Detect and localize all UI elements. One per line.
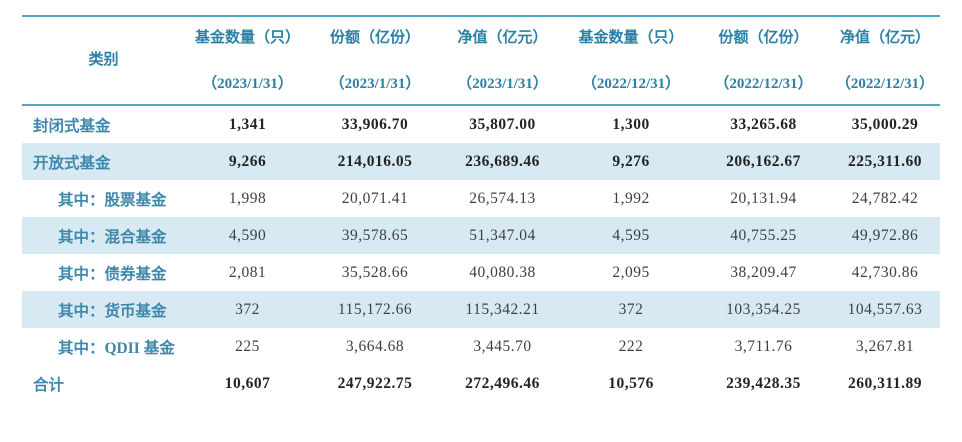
cell-value: 4,590 [228,226,267,244]
table-row: 其中：货币基金 372 115,172.66 115,342.21 372 103,354… [22,291,940,328]
cell-value: 10,607 [224,374,271,392]
table-row: 其中：股票基金 1,998 20,071.41 26,574.13 1,992 20,13… [22,180,940,217]
row-label: 其中：货币基金 [58,302,167,320]
cell-value: 222 [618,337,644,355]
cell-value: 372 [235,300,260,318]
cell-value: 1,341 [228,115,267,133]
cell-value: 26,574.13 [469,189,536,207]
table-row: 开放式基金 9,266 214,016.05 236,689.46 9,276 206,1… [22,143,940,180]
cell-value: 4,595 [612,226,650,244]
cell-value: 3,711.76 [734,337,793,355]
cell-value: 9,276 [612,152,650,170]
cell-value: 9,266 [228,152,267,170]
cell-value: 225 [235,337,260,355]
cell-value: 20,131.94 [730,189,797,207]
cell-value: 115,172.66 [337,300,413,318]
cell-value: 239,428.35 [726,374,801,392]
row-label: 其中：股票基金 [58,191,167,209]
cell-value: 24,782.42 [851,189,919,207]
table-row: 其中：混合基金 4,590 39,578.65 51,347.04 4,595 40,75… [22,217,940,254]
cell-value: 10,576 [608,374,654,392]
row-label: 合计 [33,376,65,394]
category-header-label: 类别 [88,52,119,68]
cell-value: 20,071.41 [341,189,409,207]
column-title: 基金数量（只） [578,30,684,46]
cell-value: 49,972.86 [851,226,919,244]
column-date: （2023/1/31） [202,76,293,92]
cell-value: 40,080.38 [469,263,536,281]
cell-value: 225,311.60 [848,152,922,170]
row-label: 开放式基金 [33,154,111,172]
column-date: （2023/1/31） [457,76,548,92]
cell-value: 42,730.86 [851,263,919,281]
column-header-category: 类别 [22,16,185,105]
fund-statistics-table: 类别 基金数量（只） （2023/1/31） 份额（亿份） （2023/1/31） 净值… [22,15,940,402]
cell-value: 236,689.46 [465,152,540,170]
cell-value: 39,578.65 [341,226,409,244]
cell-value: 33,906.70 [341,115,409,133]
cell-value: 35,528.66 [341,263,409,281]
row-label: 其中：混合基金 [58,228,167,246]
column-header: 份额（亿份） （2022/12/31） [697,16,830,105]
column-title: 份额（亿份） [329,30,420,46]
column-title: 净值（亿元） [457,30,548,46]
cell-value: 2,095 [612,263,650,281]
column-title: 份额（亿份） [718,30,809,46]
cell-value: 51,347.04 [469,226,536,244]
column-header: 份额（亿份） （2023/1/31） [310,16,440,105]
cell-value: 33,265.68 [730,115,797,133]
cell-value: 247,922.75 [337,374,413,392]
column-header: 基金数量（只） （2022/12/31） [565,16,697,105]
cell-value: 3,445.70 [473,337,532,355]
row-label: 封闭式基金 [33,117,111,135]
cell-value: 40,755.25 [730,226,797,244]
table-row: 封闭式基金 1,341 33,906.70 35,807.00 1,300 33,265.… [22,105,940,143]
column-header: 净值（亿元） （2023/1/31） [440,16,565,105]
column-date: （2022/12/31） [835,76,935,92]
column-title: 基金数量（只） [194,30,300,46]
cell-value: 2,081 [228,263,267,281]
cell-value: 35,000.29 [851,115,919,133]
cell-value: 3,267.81 [855,337,915,355]
cell-value: 35,807.00 [469,115,536,133]
column-date: （2022/12/31） [714,76,813,92]
table-row: 合计 10,607 247,922.75 272,496.46 10,576 239,42… [22,365,940,402]
cell-value: 206,162.67 [726,152,801,170]
column-title: 净值（亿元） [839,30,930,46]
header-row: 类别 基金数量（只） （2023/1/31） 份额（亿份） （2023/1/31） 净值… [22,16,940,105]
cell-value: 214,016.05 [337,152,413,170]
column-header: 净值（亿元） （2022/12/31） [830,16,940,105]
row-label: 其中：QDII 基金 [58,339,175,357]
cell-value: 115,342.21 [465,300,540,318]
cell-value: 260,311.89 [848,374,922,392]
column-header: 基金数量（只） （2023/1/31） [185,16,310,105]
table-row: 其中：债券基金 2,081 35,528.66 40,080.38 2,095 38,20… [22,254,940,291]
row-label: 其中：债券基金 [58,265,167,283]
cell-value: 38,209.47 [730,263,797,281]
cell-value: 103,354.25 [726,300,801,318]
cell-value: 1,992 [612,189,650,207]
cell-value: 1,998 [228,189,267,207]
cell-value: 3,664.68 [345,337,405,355]
cell-value: 1,300 [612,115,650,133]
column-date: （2022/12/31） [581,76,681,92]
table-row: 其中：QDII 基金 225 3,664.68 3,445.70 222 3,711.76… [22,328,940,365]
cell-value: 272,496.46 [465,374,540,392]
column-date: （2023/1/31） [329,76,421,92]
cell-value: 372 [618,300,644,318]
cell-value: 104,557.63 [847,300,923,318]
